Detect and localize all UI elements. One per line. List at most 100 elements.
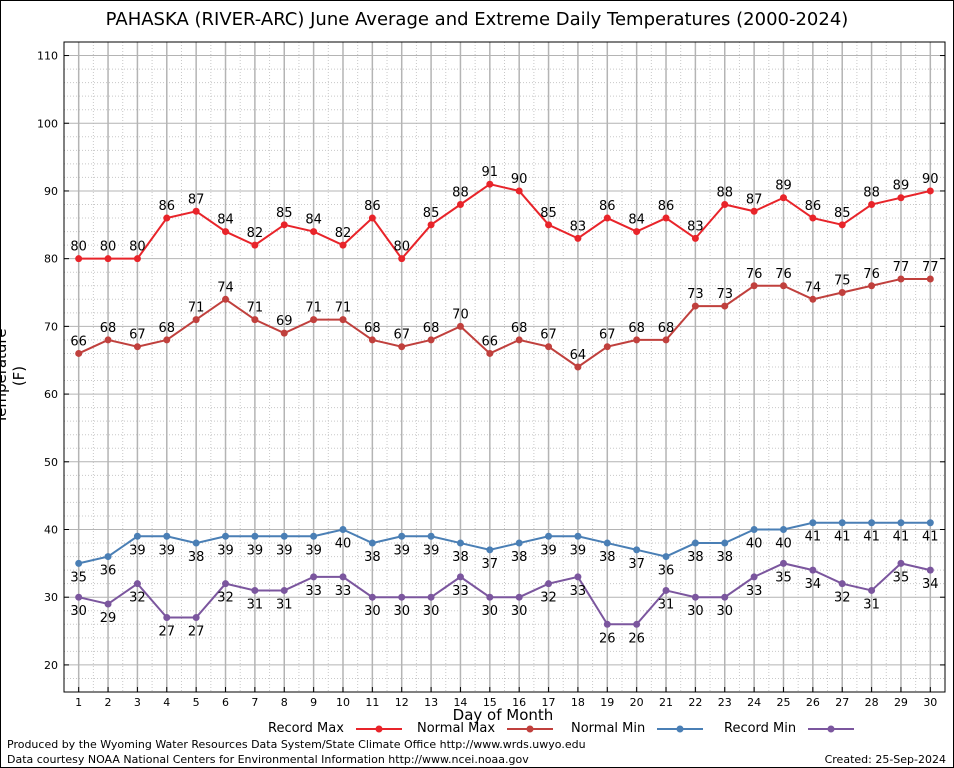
data-point [809,214,817,222]
data-point [456,201,464,208]
data-label: 39 [159,543,176,558]
data-point [104,336,112,344]
data-point [662,586,670,594]
data-label: 39 [423,543,440,558]
data-point [691,302,699,310]
data-point [75,593,83,601]
x-tick-label: 25 [776,696,790,709]
data-point [192,207,200,215]
data-point [222,228,230,236]
data-label: 40 [775,537,792,552]
data-point [721,201,729,208]
x-tick-label: 1 [75,696,82,709]
data-label: 80 [393,240,410,255]
data-point [163,336,171,344]
legend-swatch-normal-min [657,725,704,732]
data-point [222,580,230,588]
data-point [456,322,464,330]
data-point [691,593,699,601]
data-point [809,566,817,574]
plot-border [63,41,946,693]
data-label: 70 [452,307,469,322]
data-point [779,282,787,290]
data-point [603,620,611,628]
data-point [280,532,288,540]
data-label: 84 [217,213,234,228]
data-point [251,241,259,249]
data-label: 30 [70,604,87,619]
data-point [721,302,729,310]
data-point [633,228,641,236]
data-point [368,539,376,547]
data-label: 39 [540,543,557,558]
data-point [456,539,464,547]
data-label: 75 [834,274,851,289]
series-line-record-max [78,183,931,261]
data-point [192,539,200,547]
y-tick-label: 60 [44,388,58,401]
data-label: 33 [452,584,469,599]
data-point [398,343,406,351]
data-point [515,593,523,601]
data-label: 85 [276,206,293,221]
data-point [222,295,230,303]
data-label: 86 [364,199,381,214]
y-tick-label: 40 [44,524,58,537]
data-point [368,336,376,344]
data-point [926,566,934,574]
data-point [633,336,641,344]
data-label: 85 [423,206,440,221]
data-label: 74 [805,280,822,295]
data-point [163,614,171,622]
data-point [427,221,435,229]
data-label: 41 [805,530,822,545]
data-label: 39 [305,543,322,558]
data-point [456,573,464,581]
data-point [310,228,318,236]
data-label: 41 [834,530,851,545]
data-label: 31 [658,597,675,612]
data-point [310,316,318,324]
data-label: 32 [834,591,851,606]
x-tick-label: 18 [571,696,585,709]
series-record-max: 80 80 80 86 87 84 82 85 84 82 86 80 85 88 91 90 85 83 86 84… [70,165,939,263]
data-point [280,221,288,229]
data-point [486,546,494,554]
data-point [750,207,758,215]
data-label: 91 [482,165,499,180]
data-label: 34 [922,577,939,592]
data-label: 84 [305,213,322,228]
y-axis-title: Temperature (F) [0,328,28,424]
data-point [662,553,670,561]
data-point [133,580,141,588]
data-label: 71 [188,301,205,316]
data-label: 38 [364,550,381,565]
x-tick-label: 29 [894,696,908,709]
data-label: 68 [159,321,176,336]
data-label: 68 [511,321,528,336]
data-label: 39 [217,543,234,558]
data-point [339,316,347,324]
series-layer: 80 80 80 86 87 84 82 85 84 82 86 80 85 88 91 90 85 83 86 84… [70,165,938,646]
x-tick-label: 2 [105,696,112,709]
data-label: 33 [746,584,763,599]
data-label: 90 [922,172,939,187]
x-tick-label: 17 [542,696,556,709]
x-tick-label: 11 [365,696,379,709]
data-point [809,519,817,527]
footer-produced-by: Produced by the Wyoming Water Resources … [7,738,586,751]
series-normal-min: 35 36 39 39 38 39 39 39 39 40 38 39 39 38 37 38 39 39 38 37… [70,519,939,585]
data-label: 31 [276,597,293,612]
data-point [515,336,523,344]
data-point [368,593,376,601]
data-label: 30 [482,604,499,619]
data-label: 30 [716,604,733,619]
data-label: 88 [716,186,733,201]
data-point [427,593,435,601]
data-label: 85 [834,206,851,221]
data-point [838,519,846,527]
legend-swatch-record-min [808,725,855,732]
x-tick-label: 3 [134,696,141,709]
grid [64,41,945,693]
y-tick-label: 50 [44,456,58,469]
